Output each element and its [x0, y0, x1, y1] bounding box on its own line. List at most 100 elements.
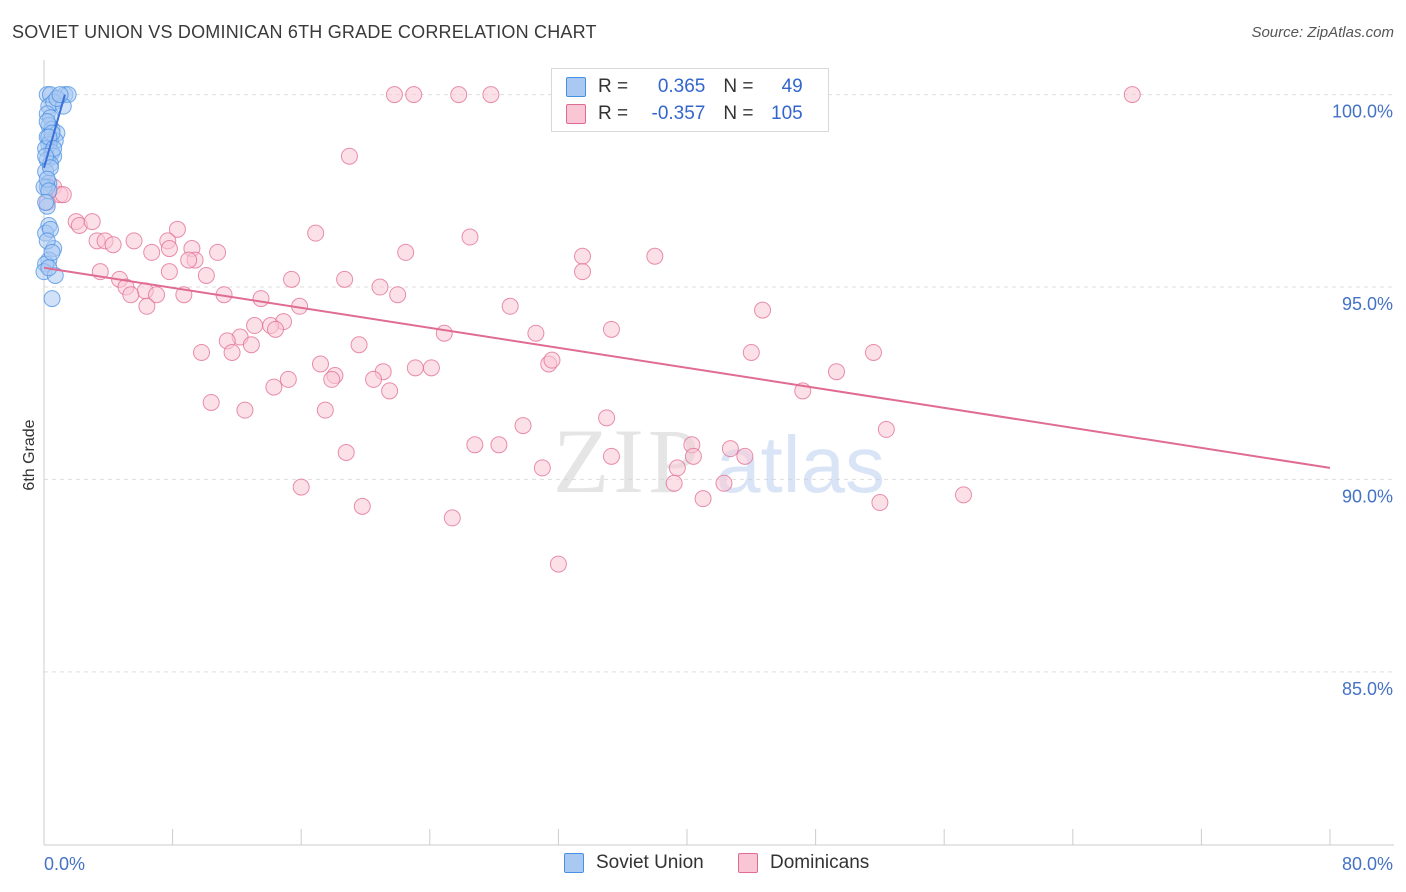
data-point-dominicans[interactable] — [754, 301, 772, 319]
legend-r-key: R = — [598, 76, 634, 97]
data-point-soviet-union[interactable] — [43, 243, 61, 261]
data-point-dominicans[interactable] — [533, 459, 551, 477]
data-point-dominicans[interactable] — [684, 447, 702, 465]
data-point-dominicans[interactable] — [450, 86, 468, 104]
data-point-dominicans[interactable] — [435, 324, 453, 342]
data-point-dominicans[interactable] — [148, 286, 166, 304]
data-point-dominicans[interactable] — [736, 447, 754, 465]
legend-item-soviet-union[interactable]: Soviet Union — [564, 852, 704, 874]
data-point-dominicans[interactable] — [405, 86, 423, 104]
watermark-atlas: atlas — [716, 420, 885, 509]
data-point-dominicans[interactable] — [350, 336, 368, 354]
data-point-dominicans[interactable] — [371, 278, 389, 296]
legend-n-value: 105 — [771, 103, 803, 124]
data-point-dominicans[interactable] — [279, 370, 297, 388]
data-point-dominicans[interactable] — [668, 459, 686, 477]
data-point-dominicans[interactable] — [665, 474, 683, 492]
grid-lines — [44, 94, 1394, 673]
data-point-dominicans[interactable] — [501, 297, 519, 315]
data-point-dominicans[interactable] — [422, 359, 440, 377]
data-point-dominicans[interactable] — [574, 263, 592, 281]
data-point-soviet-union[interactable] — [51, 86, 69, 104]
data-point-dominicans[interactable] — [160, 240, 178, 258]
data-point-dominicans[interactable] — [316, 401, 334, 419]
data-point-dominicans[interactable] — [397, 243, 415, 261]
data-point-dominicans[interactable] — [223, 343, 241, 361]
trend-lines — [43, 94, 1331, 469]
data-point-dominicans[interactable] — [461, 228, 479, 246]
data-point-dominicans[interactable] — [246, 317, 264, 335]
data-point-dominicans[interactable] — [602, 447, 620, 465]
data-point-dominicans[interactable] — [742, 343, 760, 361]
data-point-dominicans[interactable] — [602, 320, 620, 338]
data-point-dominicans[interactable] — [646, 247, 664, 265]
data-point-dominicans[interactable] — [482, 86, 500, 104]
data-point-dominicans[interactable] — [871, 494, 889, 512]
data-point-dominicans[interactable] — [265, 378, 283, 396]
data-point-dominicans[interactable] — [197, 266, 215, 284]
data-point-dominicans[interactable] — [323, 370, 341, 388]
data-point-dominicans[interactable] — [721, 440, 739, 458]
data-point-soviet-union[interactable] — [37, 193, 55, 211]
data-point-dominicans[interactable] — [266, 320, 284, 338]
data-point-dominicans[interactable] — [252, 290, 270, 308]
data-point-dominicans[interactable] — [598, 409, 616, 427]
trend-line-dominicans — [43, 266, 1331, 469]
legend-r-value: 0.365 — [657, 76, 706, 97]
data-point-dominicans[interactable] — [307, 224, 325, 242]
data-point-dominicans[interactable] — [209, 243, 227, 261]
data-point-dominicans[interactable] — [381, 382, 399, 400]
data-point-dominicans[interactable] — [337, 444, 355, 461]
data-point-dominicans[interactable] — [292, 478, 310, 496]
data-point-dominicans[interactable] — [490, 436, 508, 454]
data-point-dominicans[interactable] — [104, 236, 122, 254]
data-point-dominicans[interactable] — [864, 343, 882, 361]
data-point-dominicans[interactable] — [466, 436, 484, 454]
data-point-dominicans[interactable] — [827, 363, 845, 381]
data-point-dominicans[interactable] — [193, 343, 211, 361]
legend-swatch-dominicans — [566, 104, 586, 124]
data-point-dominicans[interactable] — [549, 555, 567, 573]
legend-n-key: N = — [723, 76, 759, 97]
data-point-dominicans[interactable] — [236, 401, 254, 419]
data-point-dominicans[interactable] — [385, 86, 403, 104]
data-point-dominicans[interactable] — [283, 270, 301, 288]
data-point-dominicans[interactable] — [353, 497, 371, 515]
data-point-dominicans[interactable] — [168, 220, 186, 238]
data-point-dominicans[interactable] — [143, 243, 161, 261]
data-point-dominicans[interactable] — [954, 486, 972, 504]
data-point-dominicans[interactable] — [180, 251, 198, 269]
data-point-dominicans[interactable] — [138, 297, 156, 315]
data-point-soviet-union[interactable] — [43, 290, 61, 308]
data-point-dominicans[interactable] — [242, 336, 260, 354]
data-point-dominicans[interactable] — [311, 355, 329, 373]
data-point-dominicans[interactable] — [715, 474, 733, 492]
data-point-dominicans[interactable] — [202, 393, 220, 411]
data-point-dominicans[interactable] — [406, 359, 424, 377]
legend-swatch-dominicans — [738, 853, 758, 873]
stats-legend: R = 0.365 N = 49 R = -0.357 N = 105 — [551, 68, 829, 132]
legend-r-value: -0.357 — [651, 103, 706, 124]
data-point-dominicans[interactable] — [694, 490, 712, 508]
data-point-dominicans[interactable] — [527, 324, 545, 342]
legend-n-value: 49 — [781, 76, 803, 97]
data-point-dominicans[interactable] — [514, 417, 532, 435]
data-point-dominicans[interactable] — [574, 247, 592, 265]
data-point-dominicans[interactable] — [443, 509, 461, 527]
data-point-dominicans[interactable] — [83, 213, 101, 231]
data-point-dominicans[interactable] — [340, 147, 358, 165]
data-points — [35, 86, 1141, 573]
data-point-dominicans[interactable] — [389, 286, 407, 304]
data-point-dominicans[interactable] — [54, 186, 72, 204]
data-point-dominicans[interactable] — [1123, 86, 1141, 104]
data-point-dominicans[interactable] — [336, 270, 354, 288]
data-point-dominicans[interactable] — [877, 420, 895, 438]
data-point-dominicans[interactable] — [160, 263, 178, 281]
data-point-dominicans[interactable] — [122, 286, 140, 304]
source-label: Source: ZipAtlas.com — [1251, 24, 1394, 41]
data-point-dominicans[interactable] — [543, 351, 561, 369]
data-point-dominicans[interactable] — [125, 232, 143, 250]
legend-item-dominicans[interactable]: Dominicans — [738, 852, 869, 874]
data-point-dominicans[interactable] — [365, 370, 383, 388]
